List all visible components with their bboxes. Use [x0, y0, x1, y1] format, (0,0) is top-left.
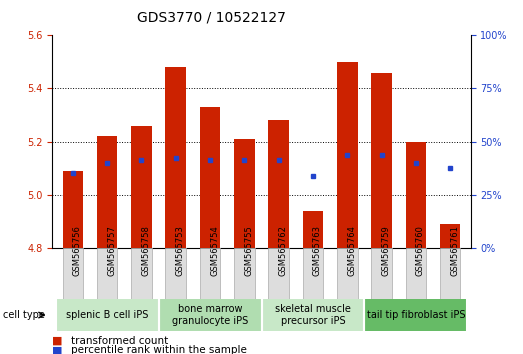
Bar	[165, 67, 186, 248]
Bar	[405, 142, 426, 248]
Text: GSM565760: GSM565760	[416, 225, 425, 276]
Bar	[56, 299, 158, 331]
Text: cell type: cell type	[3, 310, 44, 320]
Bar	[440, 248, 460, 299]
Bar	[440, 224, 460, 248]
Text: GSM565753: GSM565753	[176, 225, 185, 276]
Bar	[234, 248, 255, 299]
Bar	[268, 120, 289, 248]
Text: tail tip fibroblast iPS: tail tip fibroblast iPS	[367, 310, 465, 320]
Bar	[97, 248, 118, 299]
Text: splenic B cell iPS: splenic B cell iPS	[66, 310, 149, 320]
Bar	[234, 139, 255, 248]
Text: GSM565755: GSM565755	[244, 225, 253, 276]
Bar	[337, 248, 358, 299]
Bar	[131, 248, 152, 299]
Text: GSM565763: GSM565763	[313, 225, 322, 276]
Text: GSM565761: GSM565761	[450, 225, 459, 276]
Bar	[303, 248, 323, 299]
Bar	[63, 171, 83, 248]
Text: ■: ■	[52, 336, 63, 346]
Bar	[165, 248, 186, 299]
Bar	[262, 299, 365, 331]
Bar	[371, 73, 392, 248]
Bar	[131, 126, 152, 248]
Text: GSM565756: GSM565756	[73, 225, 82, 276]
Bar	[200, 248, 220, 299]
Text: GSM565762: GSM565762	[279, 225, 288, 276]
Bar	[200, 107, 220, 248]
Bar	[365, 299, 467, 331]
Text: percentile rank within the sample: percentile rank within the sample	[71, 346, 246, 354]
Bar	[371, 248, 392, 299]
Text: bone marrow
granulocyte iPS: bone marrow granulocyte iPS	[172, 304, 248, 326]
Text: GSM565758: GSM565758	[141, 225, 151, 276]
Text: GSM565764: GSM565764	[347, 225, 356, 276]
Bar	[158, 299, 262, 331]
Bar	[268, 248, 289, 299]
Text: GDS3770 / 10522127: GDS3770 / 10522127	[137, 11, 286, 25]
Text: GSM565754: GSM565754	[210, 225, 219, 276]
Text: skeletal muscle
precursor iPS: skeletal muscle precursor iPS	[275, 304, 351, 326]
Text: transformed count: transformed count	[71, 336, 168, 346]
Text: GSM565757: GSM565757	[107, 225, 116, 276]
Bar	[337, 62, 358, 248]
Text: GSM565759: GSM565759	[382, 225, 391, 276]
Text: ■: ■	[52, 346, 63, 354]
Bar	[303, 211, 323, 248]
Bar	[63, 248, 83, 299]
Bar	[405, 248, 426, 299]
Bar	[97, 136, 118, 248]
